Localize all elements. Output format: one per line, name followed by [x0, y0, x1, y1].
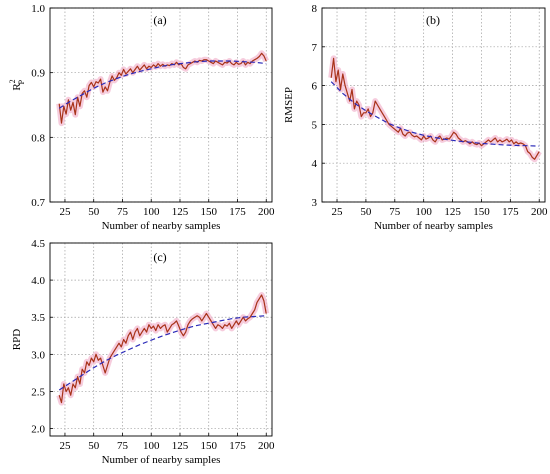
series-line-fit: [330, 81, 540, 147]
x-tick-label: 175: [229, 206, 246, 218]
y-tick-label: 3: [312, 197, 318, 209]
x-tick-label: 25: [59, 440, 71, 452]
y-tick-label: 6: [312, 81, 318, 93]
x-tick-label: 150: [473, 206, 490, 218]
panel-c: 25 50 75 100 125 150 175 200 2.0 2.5 3.0 3.5 4.0 4.5 (…: [11, 238, 275, 466]
y-axis-label: RMSEP: [283, 87, 295, 123]
y-tick-label: 7: [312, 42, 318, 54]
panel-a: 25 50 75 100 125 150 175 200 0.7 0.8 0.9 1.0 (a) Numb…: [8, 3, 275, 232]
y-tick-label: 2.0: [31, 424, 45, 436]
x-tick-label: 100: [143, 206, 160, 218]
y-axis-label-sub: P: [17, 79, 26, 84]
y-axis-label-sup: 2: [8, 79, 17, 83]
y-tick-label: 4.0: [31, 275, 45, 287]
y-tick-label: 3.0: [31, 349, 45, 361]
x-tick-label: 200: [258, 440, 275, 452]
plot-frame: [49, 7, 273, 203]
y-axis-label: R2P: [8, 79, 26, 90]
x-tick-label: 125: [444, 206, 461, 218]
x-tick-label: 50: [88, 206, 100, 218]
y-tick-label: 0.9: [31, 68, 45, 80]
x-tick-label: 100: [143, 440, 160, 452]
x-axis-label: Number of nearby samples: [102, 454, 221, 466]
series-line-fit: [58, 315, 267, 391]
x-tick-label: 150: [200, 440, 217, 452]
x-axis-label: Number of nearby samples: [102, 220, 221, 232]
x-tick-label: 175: [229, 440, 246, 452]
x-tick-label: 25: [59, 206, 71, 218]
x-tick-label: 150: [200, 206, 217, 218]
series-band: [56, 292, 270, 406]
y-axis-label-base: R: [11, 83, 23, 91]
y-axis-label: RPD: [11, 329, 23, 350]
x-tick-label: 75: [117, 440, 129, 452]
x-tick-label: 100: [415, 206, 432, 218]
series-line-fit: [58, 60, 267, 109]
y-tick-label: 4: [312, 158, 318, 170]
y-tick-label: 0.7: [31, 197, 45, 209]
x-tick-label: 125: [172, 206, 189, 218]
y-tick-label: 0.8: [31, 132, 45, 144]
x-tick-label: 125: [172, 440, 189, 452]
x-tick-label: 75: [389, 206, 401, 218]
x-tick-label: 50: [360, 206, 372, 218]
plot-frame: [49, 242, 273, 437]
x-tick-label: 200: [258, 206, 275, 218]
x-tick-label: 50: [88, 440, 100, 452]
series-line-measured: [330, 57, 540, 160]
y-tick-label: 1.0: [31, 3, 45, 15]
panel-label: (b): [426, 13, 440, 27]
y-tick-label: 2.5: [31, 386, 45, 398]
y-tick-label: 5: [312, 119, 318, 131]
x-tick-label: 200: [531, 206, 548, 218]
y-tick-label: 4.5: [31, 238, 45, 250]
x-tick-label: 175: [502, 206, 519, 218]
y-tick-label: 8: [312, 3, 318, 15]
x-tick-label: 25: [332, 206, 344, 218]
series-line-measured: [58, 294, 267, 404]
panel-b: 25 50 75 100 125 150 175 200 3 4 5 6 7 8 (b) Number of …: [283, 3, 548, 232]
series-line-measured: [58, 52, 267, 124]
panel-label: (a): [153, 13, 166, 27]
x-tick-label: 75: [117, 206, 129, 218]
plot-frame: [321, 7, 546, 203]
x-axis-label: Number of nearby samples: [374, 220, 493, 232]
panel-label: (c): [153, 250, 166, 264]
y-tick-label: 3.5: [31, 312, 45, 324]
